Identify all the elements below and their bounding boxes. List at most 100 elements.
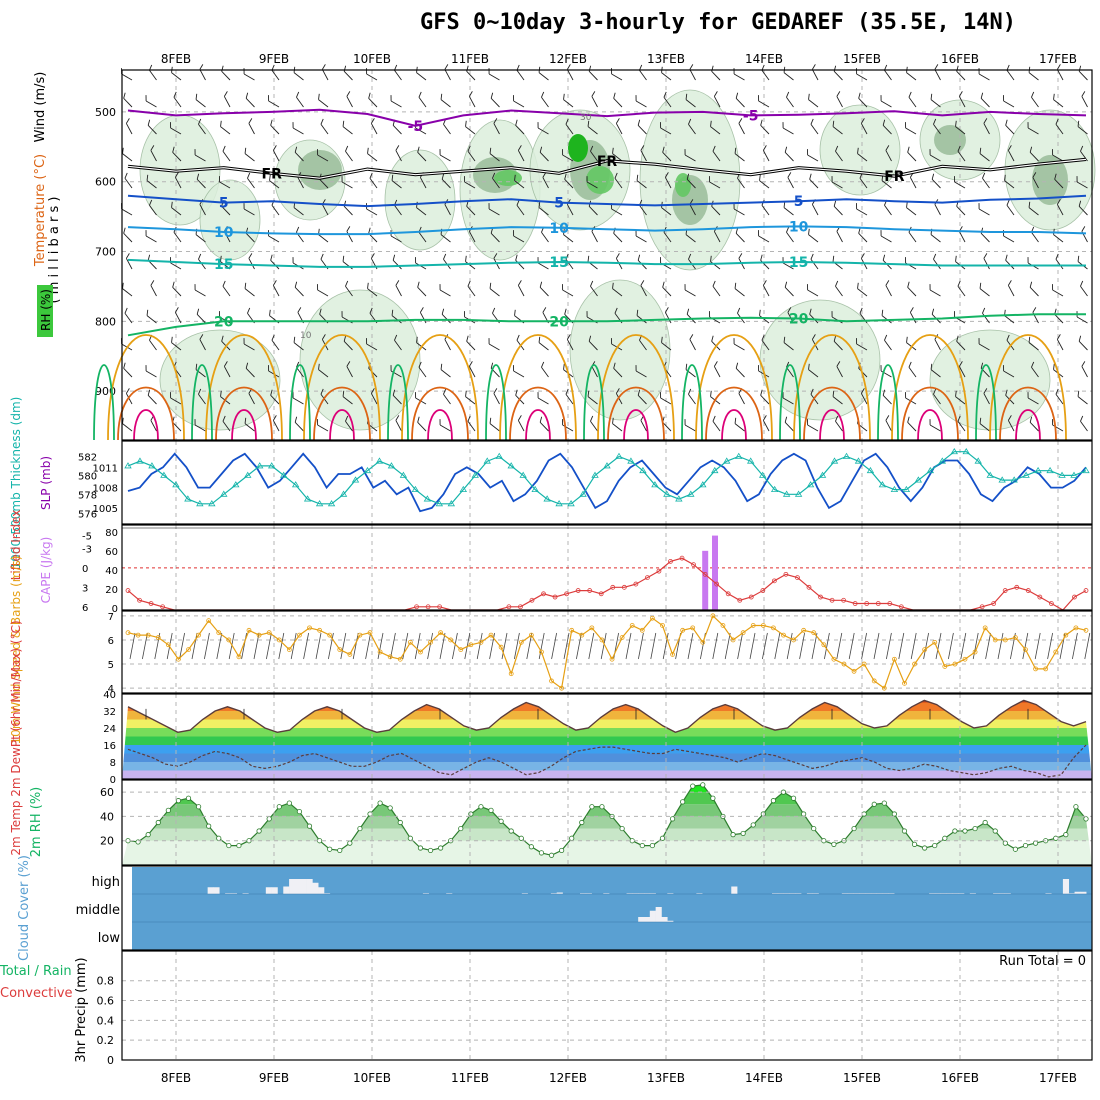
wind-barb — [782, 392, 794, 405]
li-marker — [748, 594, 754, 600]
wind-barb-staff — [588, 71, 598, 81]
wind-barb-flag — [247, 172, 251, 179]
wind-barb-staff — [147, 395, 157, 405]
wind-speed-marker — [155, 635, 161, 640]
rh-shading-moist — [586, 166, 614, 194]
wind-barb-staff — [635, 235, 647, 243]
wind-barb — [222, 145, 231, 162]
wind-barb — [370, 388, 378, 405]
wind-barb-flag — [640, 145, 645, 151]
wind-barb-staff — [439, 289, 451, 297]
wind-barb — [636, 174, 647, 189]
wind-barb — [885, 145, 892, 162]
wind-barb — [123, 362, 133, 378]
wind-barb-flag — [390, 95, 392, 102]
wind-barb-flag — [465, 255, 467, 262]
wind-barb-staff — [956, 71, 966, 81]
wind-barb-flag — [712, 415, 716, 422]
isotherm-label: 15 — [549, 255, 568, 271]
wind-barb — [145, 365, 157, 378]
wind-barb — [611, 68, 623, 81]
isotherm-boundary-layer — [117, 386, 1057, 441]
wind-barb-staff — [415, 127, 427, 135]
wind-barb-flag — [957, 415, 961, 422]
precip-tick-label: 0.4 — [97, 1014, 115, 1027]
wind-barb-flag — [488, 203, 490, 210]
wind-barb — [221, 65, 231, 81]
wind-barb-flag — [810, 253, 814, 260]
cloud-high-cell — [812, 893, 819, 894]
wind-speed-marker — [549, 678, 554, 684]
wind-barb-flag — [884, 334, 888, 341]
wind-barb-flag — [394, 64, 398, 71]
rh-marker — [559, 847, 565, 854]
surface-wind-barb — [935, 632, 942, 660]
wind-barb-staff — [566, 204, 574, 216]
wind-barb-flag — [1080, 415, 1084, 422]
wind-barb — [170, 392, 182, 405]
wind-barb-staff — [684, 154, 696, 162]
date-label-top: 9FEB — [259, 52, 289, 66]
wind-barb — [689, 64, 696, 81]
wind-barb-flag — [931, 308, 935, 315]
li-marker — [875, 601, 881, 606]
li-marker — [887, 601, 893, 606]
wind-barb — [809, 173, 819, 189]
wind-barb-flag — [541, 91, 545, 98]
wind-barb-flag — [811, 64, 816, 70]
li-marker — [148, 601, 154, 606]
wind-tick-label: 5 — [108, 660, 114, 671]
wind-barb-flag — [439, 419, 441, 426]
thickness-marker — [950, 447, 958, 455]
wind-barb-staff — [366, 343, 378, 351]
rh-marker — [548, 852, 555, 858]
wind-barb-flag — [831, 311, 833, 318]
wind-barb-staff — [394, 70, 402, 81]
wind-speed-marker — [407, 639, 413, 645]
surface-wind-barb — [774, 632, 781, 660]
wind-barb-staff — [1081, 366, 1088, 378]
wind-barb-staff — [933, 394, 941, 405]
wind-barb — [366, 338, 378, 351]
wind-barb — [1007, 145, 1015, 162]
wind-barb — [929, 149, 941, 162]
wind-barb — [982, 307, 990, 324]
wind-barb — [198, 118, 206, 135]
rh-tick-label: 40 — [100, 810, 114, 823]
wind-barb-flag — [294, 281, 298, 288]
li-marker — [1014, 584, 1020, 590]
wind-barb — [1077, 390, 1088, 405]
wind-barb — [1031, 91, 1039, 108]
wind-barb-flag — [198, 253, 202, 260]
thickness-marker — [986, 471, 994, 478]
wind-barb-flag — [443, 388, 447, 395]
wind-barb-staff — [417, 287, 427, 297]
wind-barb-staff — [1076, 181, 1088, 189]
rh-marker — [296, 808, 303, 815]
wind-barb — [124, 307, 133, 324]
wind-barb — [808, 363, 819, 378]
isotherm-line — [127, 313, 1086, 337]
wind-barb-staff — [907, 152, 917, 162]
wind-barb-staff — [783, 342, 794, 351]
wind-barb-flag — [933, 253, 937, 260]
wind-barb — [762, 145, 770, 162]
wind-barb-staff — [293, 342, 304, 351]
surface-wind-barb — [191, 632, 198, 660]
surface-wind-barb — [662, 632, 669, 660]
surface-wind-barb — [985, 632, 991, 660]
wind-barb — [537, 392, 549, 405]
wind-barb-flag — [563, 228, 565, 235]
temp-color-band — [122, 770, 1092, 779]
wind-barb — [931, 173, 941, 189]
thickness-marker — [387, 462, 396, 469]
wind-barb-staff — [174, 312, 182, 324]
thickness-marker — [830, 457, 839, 464]
wind-barb-flag — [244, 147, 247, 154]
wind-barb-staff — [1028, 207, 1039, 216]
wind-barb-flag — [807, 284, 809, 291]
wind-barb-flag — [1080, 280, 1084, 287]
surface-wind-barb — [352, 632, 359, 660]
wind-barb-staff — [562, 289, 574, 297]
wind-barb-staff — [467, 286, 476, 297]
